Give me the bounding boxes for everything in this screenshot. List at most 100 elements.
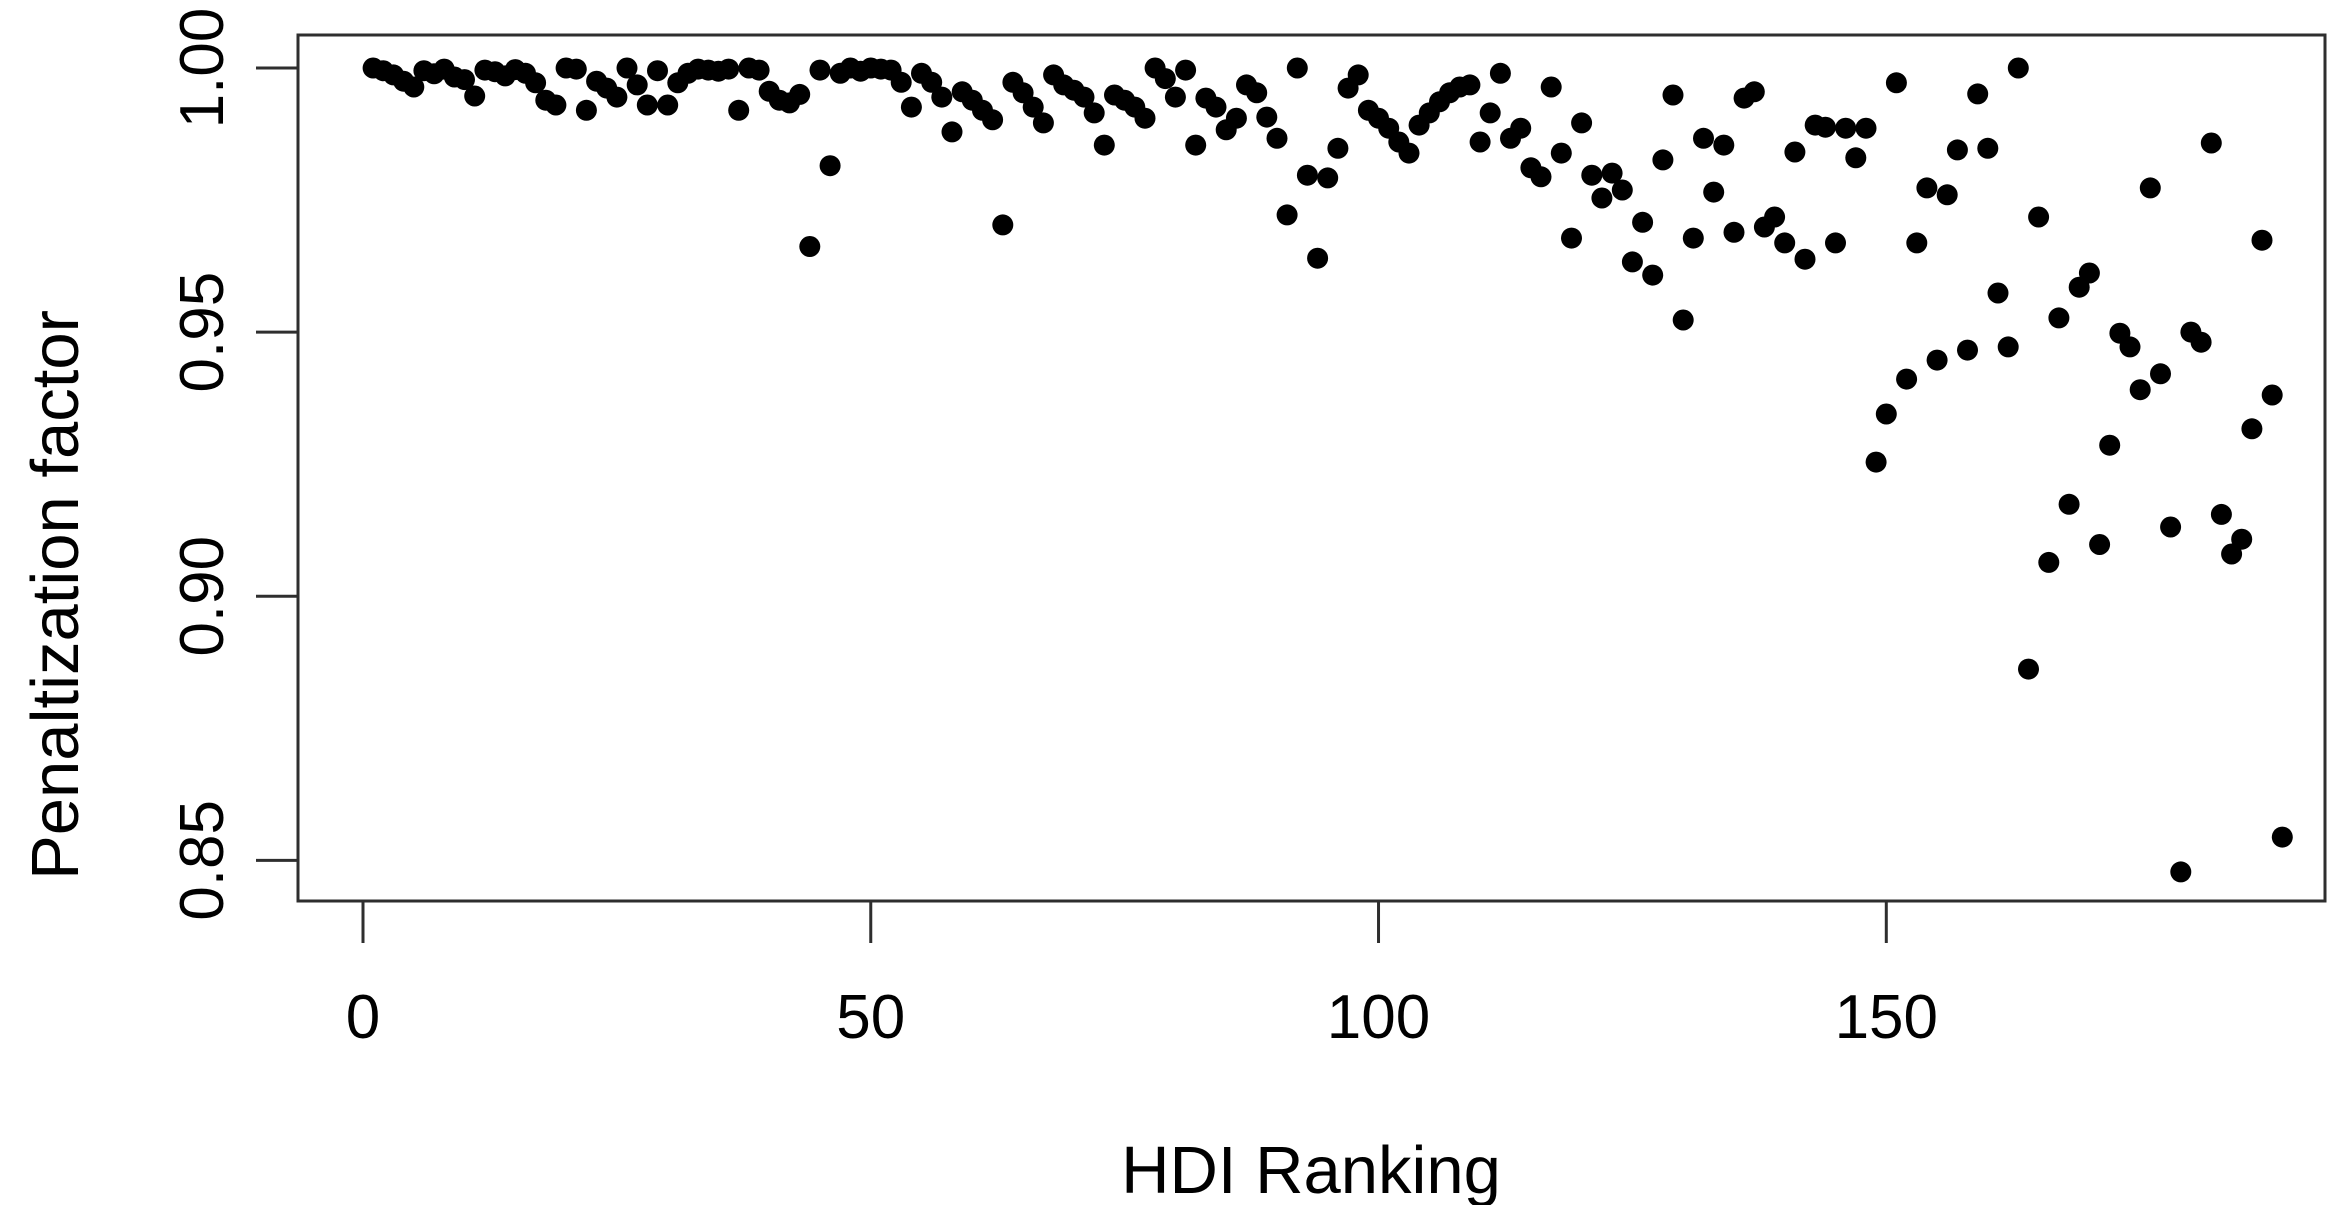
data-point: [1713, 134, 1735, 156]
data-point: [1825, 232, 1846, 254]
data-point: [1957, 339, 1978, 361]
data-point: [657, 94, 679, 116]
data-point: [606, 86, 628, 108]
data-point: [718, 58, 740, 80]
data-point: [941, 121, 963, 143]
data-point: [454, 69, 475, 91]
data-point: [1764, 206, 1786, 228]
data-point: [1479, 102, 1501, 124]
data-point: [2190, 331, 2212, 353]
data-point: [1591, 187, 1613, 209]
data-point: [1175, 59, 1197, 81]
data-point: [2099, 434, 2121, 456]
data-point: [1286, 57, 1308, 79]
data-point: [403, 76, 425, 98]
data-point: [1225, 107, 1247, 129]
y-axis-ticks: 0.85 0.90 0.95 1.00: [168, 8, 298, 921]
data-point: [2150, 363, 2171, 385]
data-point: [992, 214, 1014, 236]
data-point: [799, 236, 821, 257]
data-point: [575, 99, 597, 121]
data-point: [2221, 543, 2243, 565]
data-point: [1307, 247, 1329, 269]
data-point: [1743, 81, 1765, 103]
x-tick-label: 150: [1835, 983, 1938, 1052]
data-point: [2018, 658, 2039, 680]
data-point: [1205, 96, 1227, 118]
data-point: [809, 59, 831, 81]
data-point: [1946, 139, 1968, 161]
data-point: [1550, 142, 1572, 164]
data-point: [1794, 248, 1816, 270]
data-point: [1885, 72, 1907, 94]
data-point: [1347, 64, 1369, 86]
data-point: [2251, 229, 2273, 251]
data-point: [1571, 112, 1593, 134]
data-point: [819, 155, 841, 177]
data-point: [1784, 141, 1806, 163]
data-point: [2271, 826, 2293, 848]
data-point: [2170, 861, 2192, 883]
data-point: [1164, 86, 1186, 108]
data-point: [1703, 181, 1725, 203]
data-point: [1134, 107, 1156, 129]
data-point: [982, 109, 1004, 131]
data-point: [1723, 221, 1745, 243]
data-point: [1469, 131, 1491, 153]
data-point: [464, 85, 486, 107]
plot-box: [296, 33, 2327, 903]
y-tick-label: 0.90: [168, 536, 237, 657]
data-point: [921, 71, 943, 93]
data-point: [1540, 76, 1562, 98]
data-point: [1865, 451, 1887, 473]
x-axis-label: HDI Ranking: [1121, 1133, 1501, 1205]
data-point: [545, 94, 567, 116]
data-point: [1672, 309, 1694, 331]
data-point: [2261, 384, 2283, 406]
data-point: [2007, 57, 2029, 79]
data-point: [1276, 204, 1298, 226]
data-point: [900, 96, 922, 118]
data-point: [1875, 403, 1897, 425]
data-point: [2231, 528, 2253, 550]
data-point: [1083, 102, 1105, 124]
data-point: [525, 72, 547, 94]
data-point: [1774, 232, 1796, 254]
data-point: [1977, 137, 1999, 159]
data-point: [1682, 227, 1704, 249]
data-point: [2028, 206, 2050, 228]
data-point: [1855, 117, 1877, 139]
data-point: [1611, 179, 1633, 201]
data-point: [2058, 493, 2080, 515]
data-point: [1246, 82, 1268, 104]
data-point: [1327, 137, 1349, 159]
data-point: [1530, 166, 1552, 188]
data-point: [890, 71, 912, 93]
data-point: [1561, 227, 1582, 249]
data-point: [1845, 147, 1867, 169]
data-point: [2048, 307, 2070, 329]
data-point: [1256, 106, 1278, 128]
data-point: [2078, 262, 2100, 284]
data-point: [1459, 74, 1481, 96]
data-point: [1916, 177, 1938, 199]
data-point: [1906, 232, 1928, 254]
data-point: [1032, 112, 1054, 134]
data-point: [1154, 68, 1176, 90]
data-point: [1997, 336, 2019, 358]
data-point: [1296, 164, 1318, 186]
data-point: [1022, 96, 1044, 118]
data-point: [636, 94, 658, 116]
data-point: [1489, 62, 1511, 84]
x-axis-ticks: 0 50 100 150: [346, 901, 1938, 1052]
x-tick-label: 50: [836, 983, 905, 1052]
data-point: [728, 99, 750, 121]
y-tick-label: 0.85: [168, 800, 237, 921]
data-point: [2089, 534, 2111, 555]
data-point: [1601, 162, 1623, 184]
data-point: [789, 83, 811, 105]
data-point: [1642, 264, 1664, 286]
y-tick-label: 1.00: [168, 8, 237, 129]
data-point: [626, 74, 648, 96]
data-point: [2129, 379, 2151, 401]
